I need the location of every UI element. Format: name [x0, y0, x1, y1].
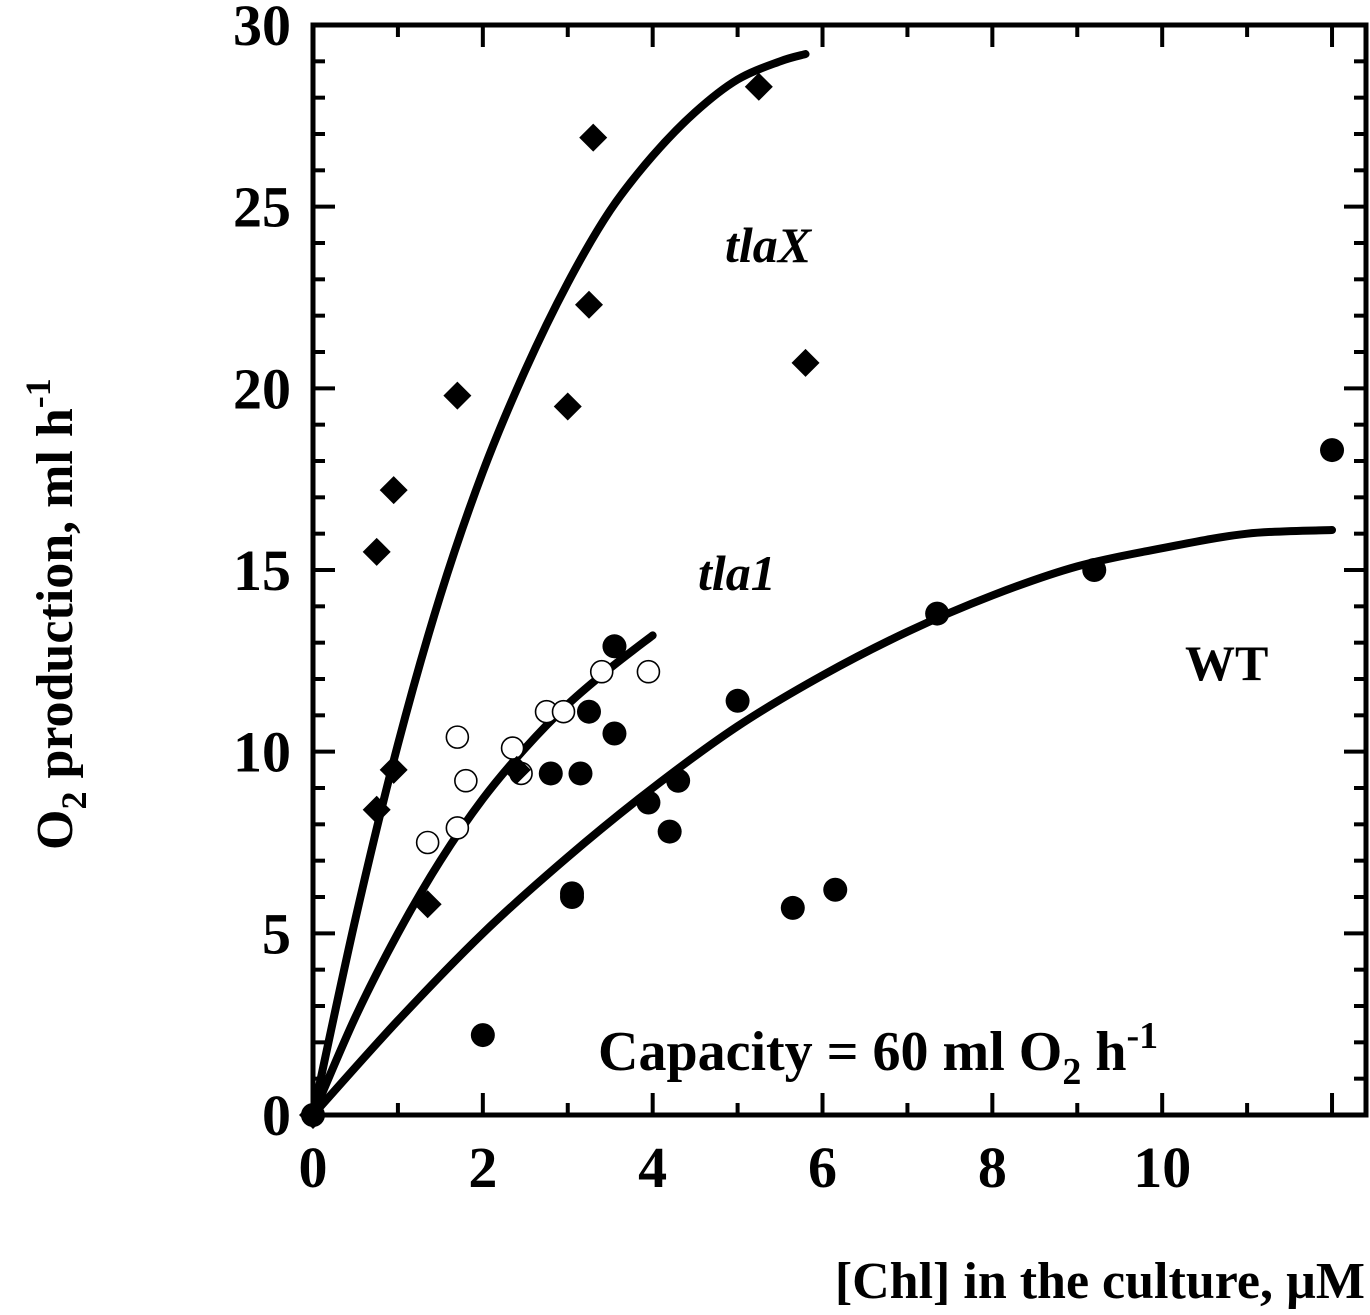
- y-tick-label: 5: [262, 901, 291, 966]
- y-tick-label: 30: [233, 0, 291, 58]
- point-WT: [560, 885, 585, 909]
- series-label-tla1: tla1: [698, 545, 776, 601]
- point-tla1: [454, 768, 478, 793]
- point-WT: [636, 790, 661, 815]
- point-tlaX: [579, 123, 608, 152]
- plot-frame: [310, 22, 1369, 1118]
- axis-ticks: [311, 23, 1366, 1117]
- series-label-WT: WT: [1185, 635, 1268, 691]
- point-tla1: [445, 725, 470, 749]
- point-WT: [602, 634, 627, 659]
- ylabel-sup: -1: [18, 378, 58, 408]
- ylabel-main: O: [27, 810, 84, 850]
- y-axis-title: O2 production, ml h-1: [18, 378, 94, 850]
- point-WT: [780, 895, 805, 920]
- y-tick-label: 10: [233, 720, 291, 785]
- capacity-annotation: Capacity = 60 ml O2 h-1: [598, 1015, 1158, 1093]
- point-WT: [1082, 558, 1107, 582]
- annot-main: Capacity = 60 ml O: [598, 1021, 1062, 1083]
- point-WT: [666, 768, 691, 793]
- point-WT: [725, 688, 750, 713]
- point-tlaX: [379, 755, 408, 784]
- fit-curve-tlaX: [309, 50, 810, 1119]
- point-tla1: [500, 736, 525, 760]
- fit-curves: [309, 50, 1337, 1119]
- point-tlaX: [443, 381, 472, 410]
- point-tlaX: [362, 537, 391, 566]
- point-tla1: [445, 816, 470, 840]
- annot-rest: h: [1081, 1021, 1126, 1083]
- point-tlaX: [553, 392, 582, 421]
- y-tick-label: 0: [262, 1083, 291, 1148]
- x-tick-label: 2: [468, 1135, 497, 1200]
- x-tick-label: 8: [978, 1135, 1007, 1200]
- point-WT: [568, 761, 593, 786]
- point-WT: [602, 721, 627, 746]
- point-tla1: [415, 830, 440, 855]
- x-tick-label: 10: [1133, 1135, 1191, 1200]
- ylabel-rest: production, ml h: [27, 408, 84, 791]
- point-tlaX: [502, 755, 531, 784]
- y-tick-label: 20: [233, 356, 291, 421]
- point-WT: [925, 601, 950, 626]
- x-tick-label: 4: [638, 1135, 667, 1200]
- x-axis-title: [Chl] in the culture, µM: [835, 1253, 1365, 1310]
- point-tlaX: [791, 348, 820, 377]
- point-WT: [538, 761, 563, 786]
- x-tick-label: 6: [808, 1135, 837, 1200]
- point-WT: [576, 699, 601, 724]
- point-tla1: [551, 699, 576, 724]
- fit-curve-WT: [309, 526, 1337, 1119]
- point-tlaX: [413, 890, 442, 919]
- annot-sup: -1: [1126, 1015, 1158, 1057]
- series-label-tlaX: tlaX: [725, 217, 813, 273]
- point-WT: [657, 819, 682, 844]
- tick-labels: 0 2 4 6 8 10 0 5 10 15 20 25 30: [233, 0, 1191, 1200]
- y-tick-label: 25: [233, 175, 291, 240]
- point-tlaX: [299, 1101, 327, 1129]
- ylabel-sub: 2: [54, 792, 94, 810]
- data-points: [299, 72, 1345, 1129]
- point-tla1: [636, 659, 661, 684]
- point-WT: [1320, 438, 1345, 463]
- point-WT: [470, 1023, 495, 1048]
- annot-sub: 2: [1062, 1051, 1081, 1093]
- point-tlaX: [744, 72, 773, 101]
- point-tla1: [589, 659, 614, 684]
- y-tick-label: 15: [233, 538, 291, 603]
- point-WT: [823, 877, 848, 902]
- point-tlaX: [574, 290, 603, 319]
- fit-curve-tla1: [309, 631, 657, 1119]
- point-tlaX: [362, 795, 391, 824]
- x-tick-label: 0: [299, 1135, 328, 1200]
- point-tlaX: [379, 476, 408, 505]
